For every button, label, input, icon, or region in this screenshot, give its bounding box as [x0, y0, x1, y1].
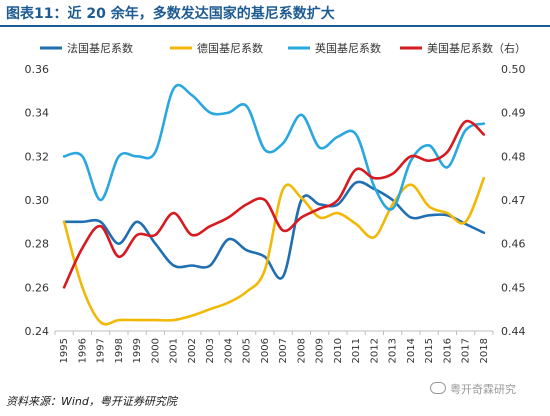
chart-axes: 1995 1996 1997 1998 1999 2000 2001 2002 2003 2004…: [25, 63, 526, 363]
x-tick-label: 2001: [169, 338, 180, 363]
title-divider: [0, 25, 550, 27]
x-tick-label: 1996: [77, 338, 88, 363]
x-tick-label: 2011: [351, 338, 362, 363]
y2-tick-label: 0.44: [501, 325, 526, 338]
y2-tick-label: 0.45: [501, 281, 526, 294]
series-line-1: [62, 176, 486, 326]
x-tick-label: 2013: [388, 338, 399, 363]
x-tick-label: 2008: [296, 338, 307, 363]
x-tick-label: 2012: [369, 338, 380, 363]
y-tick-label: 0.34: [25, 107, 50, 120]
x-tick-label: 2007: [278, 338, 289, 363]
y-tick-label: 0.30: [25, 194, 50, 207]
legend-label-1: 德国基尼系数: [197, 41, 263, 55]
x-tick-label: 1995: [59, 338, 70, 363]
x-tick-label: 2005: [242, 338, 253, 363]
x-tick-label: 2009: [315, 338, 326, 363]
x-tick-label: 2016: [442, 338, 453, 363]
y-tick-label: 0.32: [25, 150, 50, 163]
x-tick-label: 2014: [406, 338, 417, 363]
x-tick-label: 2010: [333, 338, 344, 363]
x-tick-label: 2000: [150, 338, 161, 363]
y-tick-label: 0.36: [25, 63, 50, 76]
chart-series: [62, 83, 486, 326]
series-line-2: [62, 83, 486, 211]
watermark: 粤开奇霖研究: [430, 381, 516, 397]
y2-tick-label: 0.47: [501, 194, 526, 207]
y2-tick-label: 0.49: [501, 107, 526, 120]
wechat-icon: [430, 382, 446, 394]
y2-tick-label: 0.46: [501, 238, 526, 251]
chart-legend: 法国基尼系数 德国基尼系数 英国基尼系数 美国基尼系数（右）: [40, 41, 526, 55]
series-line-3: [62, 119, 486, 289]
x-tick-label: 2015: [424, 338, 435, 363]
x-tick-label: 2004: [223, 338, 234, 363]
y-tick-label: 0.26: [25, 281, 50, 294]
legend-label-3: 美国基尼系数（右）: [427, 41, 526, 55]
legend-label-2: 英国基尼系数: [315, 41, 381, 55]
x-tick-label: 2017: [461, 338, 472, 363]
x-tick-label: 2002: [187, 338, 198, 363]
y2-tick-label: 0.48: [501, 150, 526, 163]
x-tick-label: 1999: [132, 338, 143, 363]
x-tick-label: 1997: [96, 338, 107, 363]
line-chart: 法国基尼系数 德国基尼系数 英国基尼系数 美国基尼系数（右） 1995 1996 1997…: [25, 41, 527, 363]
figure-title: 图表11：近 20 余年，多数发达国家的基尼系数扩大: [6, 6, 335, 22]
legend-label-0: 法国基尼系数: [67, 41, 133, 55]
x-tick-label: 2018: [479, 338, 490, 363]
y-tick-label: 0.28: [25, 238, 50, 251]
watermark-text: 粤开奇霖研究: [450, 383, 516, 396]
x-tick-label: 2003: [205, 338, 216, 363]
y2-tick-label: 0.50: [501, 63, 526, 76]
series-line-0: [62, 180, 486, 280]
x-tick-label: 1998: [114, 338, 125, 363]
source-note: 资料来源：Wind，粤开证券研究院: [6, 395, 177, 408]
y-tick-label: 0.24: [25, 325, 50, 338]
x-tick-label: 2006: [260, 338, 271, 363]
